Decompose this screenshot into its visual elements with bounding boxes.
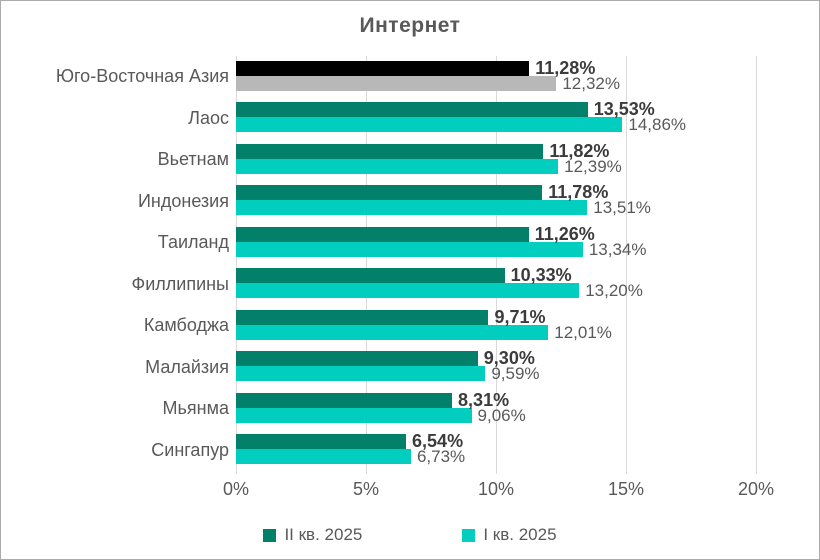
bar-label-series2: 6,73% bbox=[416, 447, 466, 466]
category-label: Юго-Восточная Азия bbox=[55, 66, 229, 87]
bar-series1 bbox=[236, 434, 407, 449]
x-tick-label: 10% bbox=[477, 479, 515, 499]
bar-series1 bbox=[236, 309, 489, 325]
gridline bbox=[236, 56, 237, 474]
bar-series2 bbox=[236, 324, 549, 340]
bar-label-series1: 11,78% bbox=[548, 182, 609, 202]
bar-series1 bbox=[236, 143, 544, 159]
bar-series1 bbox=[236, 268, 505, 283]
x-tick-label: 0% bbox=[222, 479, 249, 499]
legend-item: II кв. 2025 bbox=[263, 525, 362, 545]
x-tick-label: 15% bbox=[607, 479, 645, 499]
gridline bbox=[496, 56, 497, 474]
bar-series2 bbox=[236, 200, 588, 215]
bar-series1 bbox=[236, 185, 543, 200]
bar-series2 bbox=[236, 283, 580, 298]
legend-label: I кв. 2025 bbox=[483, 525, 557, 544]
legend-swatch-series2 bbox=[462, 528, 476, 542]
bar-label-series1: 10,33% bbox=[510, 265, 572, 285]
legend-swatch-series1 bbox=[263, 528, 277, 542]
bar-label-series1: 9,30% bbox=[483, 348, 535, 368]
bar-label-series2: 13,34% bbox=[588, 239, 647, 259]
bar-label-series1: 9,71% bbox=[494, 306, 546, 327]
bar-series1 bbox=[236, 226, 529, 242]
gridline bbox=[756, 56, 757, 474]
chart-title: Интернет bbox=[359, 14, 461, 37]
x-tick-label: 20% bbox=[737, 479, 775, 499]
bar-series2 bbox=[236, 117, 623, 132]
bar-label-series1: 11,82% bbox=[549, 140, 610, 161]
category-label: Таиланд bbox=[157, 232, 229, 253]
bar-series2 bbox=[236, 241, 583, 257]
bar-label-series2: 12,01% bbox=[554, 322, 612, 342]
bar-label-series1: 13,53% bbox=[593, 99, 655, 119]
bar-label-series2: 12,32% bbox=[562, 73, 620, 93]
bar-label-series2: 13,51% bbox=[593, 198, 651, 217]
bar-series2 bbox=[236, 449, 411, 464]
bar-series2 bbox=[236, 407, 472, 423]
category-label: Филлипины bbox=[131, 273, 229, 294]
bar-series2 bbox=[236, 366, 486, 381]
category-label: Камбоджа bbox=[143, 315, 229, 336]
legend-label: II кв. 2025 bbox=[284, 525, 363, 544]
bar-label-series2: 9,06% bbox=[477, 405, 526, 425]
category-label: Индонезия bbox=[137, 190, 229, 211]
bar-series1 bbox=[236, 60, 530, 76]
bar-series1 bbox=[236, 351, 478, 366]
bar-series2 bbox=[236, 75, 557, 91]
bar-label-series2: 12,39% bbox=[564, 156, 622, 176]
bar-label-series2: 9,59% bbox=[491, 364, 540, 383]
gridline bbox=[626, 56, 627, 474]
bar-label-series2: 13,20% bbox=[585, 281, 643, 300]
bar-label-series1: 6,54% bbox=[412, 431, 464, 451]
category-label: Лаос bbox=[188, 107, 229, 128]
bar-label-series2: 14,86% bbox=[628, 115, 687, 134]
x-tick-label: 5% bbox=[352, 479, 379, 499]
bar-label-series1: 11,28% bbox=[535, 57, 596, 78]
category-label: Малайзия bbox=[145, 356, 229, 377]
category-label: Вьетнам bbox=[157, 149, 229, 170]
bar-series1 bbox=[236, 102, 588, 117]
bar-label-series1: 11,26% bbox=[534, 223, 595, 244]
bar-label-series1: 8,31% bbox=[458, 389, 510, 410]
bar-series1 bbox=[236, 392, 453, 408]
gridline bbox=[366, 56, 367, 474]
legend: II кв. 2025 I кв. 2025 bbox=[1, 525, 819, 545]
bar-series2 bbox=[236, 158, 559, 174]
legend-item: I кв. 2025 bbox=[462, 525, 557, 545]
category-label: Мьянма bbox=[162, 398, 229, 419]
category-label: Сингапур bbox=[151, 439, 229, 460]
